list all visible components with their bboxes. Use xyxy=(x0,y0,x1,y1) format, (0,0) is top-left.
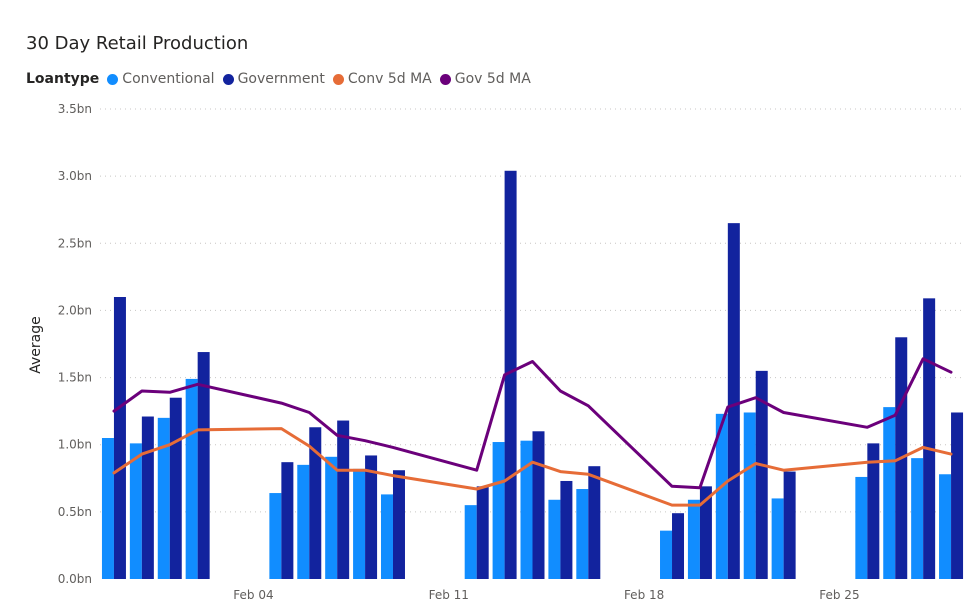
bar-conventional xyxy=(883,407,896,579)
bar-government xyxy=(281,462,294,579)
bar-conventional xyxy=(353,468,366,579)
y-tick-label: 1.0bn xyxy=(58,438,92,452)
legend-swatch-conventional xyxy=(107,73,119,85)
legend-label-gov-5d-ma: Gov 5d MA xyxy=(454,71,531,87)
bar-conventional xyxy=(911,458,924,579)
legend-label-government: Government xyxy=(237,71,325,87)
y-tick-label: 1.5bn xyxy=(58,371,92,385)
line-gov-5d-ma xyxy=(112,357,953,490)
chart-title: 30 Day Retail Production xyxy=(26,33,249,54)
y-tick-label: 2.5bn xyxy=(58,236,92,250)
y-tick-label: 2.0bn xyxy=(58,303,92,317)
bar-conventional xyxy=(660,530,673,579)
y-tick-label: 3.5bn xyxy=(58,102,92,116)
y-tick-label: 0.0bn xyxy=(58,572,92,586)
legend-title: Loantype xyxy=(26,71,100,87)
bar-government xyxy=(113,297,126,579)
bar-conventional xyxy=(492,442,505,579)
bar-conventional xyxy=(576,489,589,579)
bar-government xyxy=(504,170,517,579)
legend-item-gov-5d-ma[interactable]: Gov 5d MA xyxy=(439,71,531,87)
x-tick-label: Feb 18 xyxy=(624,588,664,602)
y-axis-label: Average xyxy=(28,316,44,374)
legend-label-conventional: Conventional xyxy=(122,71,215,87)
y-tick-label: 3.0bn xyxy=(58,169,92,183)
bar-government xyxy=(392,470,405,579)
bar-conventional xyxy=(715,413,728,579)
bar-government xyxy=(867,443,880,579)
x-tick-label: Feb 04 xyxy=(233,588,273,602)
y-tick-label: 0.5bn xyxy=(58,505,92,519)
bar-conventional xyxy=(743,412,756,579)
x-tick-label: Feb 11 xyxy=(429,588,469,602)
bar-conventional xyxy=(185,378,198,579)
legend-item-conv-5d-ma[interactable]: Conv 5d MA xyxy=(332,71,432,87)
line-conv-5d-ma xyxy=(112,427,953,507)
bar-government xyxy=(365,455,378,579)
legend-label-conv-5d-ma: Conv 5d MA xyxy=(347,71,432,87)
bar-conventional xyxy=(771,498,784,579)
bar-government xyxy=(476,486,489,579)
bar-conventional xyxy=(939,474,952,579)
bar-conventional xyxy=(380,494,393,579)
bar-conventional xyxy=(548,499,561,579)
bar-conventional xyxy=(297,464,310,579)
bar-conventional xyxy=(855,476,868,579)
bar-government xyxy=(672,513,685,579)
bar-government xyxy=(588,466,601,579)
legend-swatch-gov-5d-ma xyxy=(439,73,451,85)
bar-conventional xyxy=(687,499,700,579)
bar-conventional xyxy=(129,443,142,579)
bar-conventional xyxy=(325,456,338,579)
bar-government xyxy=(560,480,573,579)
bar-conventional xyxy=(520,440,533,579)
legend-swatch-government xyxy=(222,73,234,85)
bar-conventional xyxy=(101,438,114,579)
bar-conventional xyxy=(269,493,282,579)
legend-swatch-conv-5d-ma xyxy=(332,73,344,85)
bar-government xyxy=(923,298,936,579)
legend-item-government[interactable]: Government xyxy=(222,71,325,87)
bar-government xyxy=(309,427,322,579)
legend: Loantype Conventional Government Conv 5d… xyxy=(26,71,539,87)
bar-government xyxy=(699,486,712,579)
bar-government xyxy=(141,416,154,579)
bar-government xyxy=(337,420,350,579)
bar-conventional xyxy=(464,505,477,579)
bar-government xyxy=(532,431,545,579)
bar-government xyxy=(169,397,182,579)
bar-government xyxy=(197,352,210,579)
bar-conventional xyxy=(157,417,170,579)
bar-government xyxy=(755,370,768,579)
bar-government xyxy=(727,223,740,579)
bar-government xyxy=(951,412,964,579)
legend-item-conventional[interactable]: Conventional xyxy=(107,71,215,87)
bar-government xyxy=(783,471,796,579)
x-tick-label: Feb 25 xyxy=(819,588,859,602)
